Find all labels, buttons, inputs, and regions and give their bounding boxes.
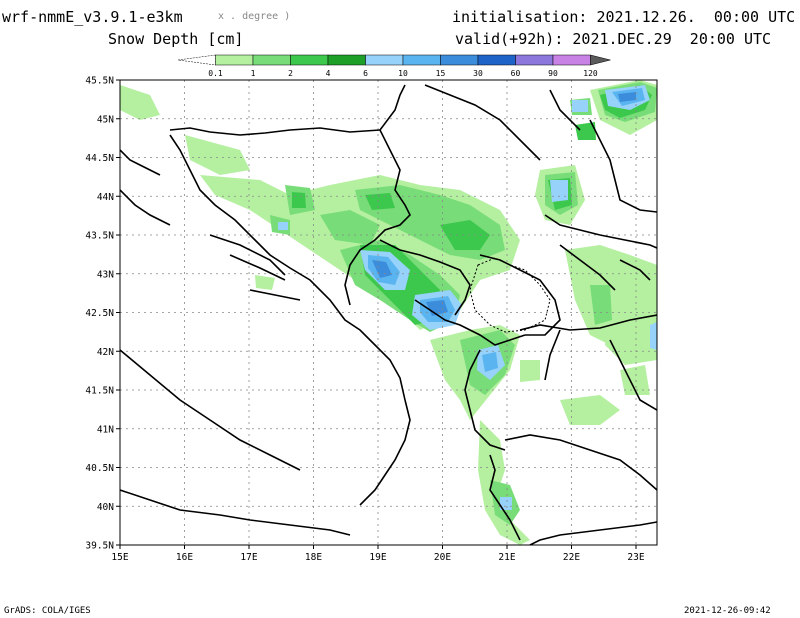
legend-box [515, 54, 554, 66]
legend-box [365, 54, 404, 66]
axis-labels: 45.5N 45N 44.5N 44N 43.5N 43N 42.5N 42N 41.5N 41N… [85, 76, 644, 564]
legend-label: 4 [326, 69, 331, 78]
legend-box [252, 54, 291, 66]
lon-label: 21E [498, 552, 515, 563]
legend-label: 30 [473, 69, 483, 78]
lat-label: 40N [97, 502, 114, 513]
legend-box [440, 54, 479, 66]
lat-label: 45.5N [85, 76, 114, 87]
legend-label: 0.1 [208, 69, 223, 78]
legend-box [477, 54, 516, 66]
legend-box [215, 54, 254, 66]
legend-label: 10 [398, 69, 408, 78]
lon-label: 20E [434, 552, 451, 563]
lat-label: 43N [97, 269, 114, 280]
legend-label: 15 [436, 69, 446, 78]
legend-label: 120 [583, 69, 598, 78]
lon-label: 15E [111, 552, 128, 563]
legend-box [290, 54, 329, 66]
legend-box [402, 54, 441, 66]
lat-label: 40.5N [85, 463, 114, 474]
legend-label: 2 [288, 69, 293, 78]
lat-label: 41N [97, 424, 114, 435]
lat-label: 44N [97, 192, 114, 203]
legend-label: 60 [511, 69, 521, 78]
lat-label: 43.5N [85, 231, 114, 242]
lat-label: 39.5N [85, 541, 114, 552]
snow-field-layer [120, 80, 657, 545]
lat-lon-grid [116, 79, 657, 549]
legend-label: 6 [363, 69, 368, 78]
lon-label: 17E [240, 552, 257, 563]
field-title: Snow Depth [cm] [108, 30, 244, 48]
lon-label: 16E [176, 552, 193, 563]
legend-box [177, 54, 216, 66]
plot-frame [119, 79, 658, 546]
init-time: initialisation: 2021.12.26. 00:00 UTC [452, 8, 796, 26]
lat-label: 45N [97, 114, 114, 125]
color-legend: 0.1 1 2 4 6 10 15 30 60 90 120 [177, 54, 611, 78]
legend-label: 1 [251, 69, 256, 78]
lat-label: 44.5N [85, 153, 114, 164]
model-name: wrf-nmmE_v3.9.1-e3km [2, 8, 183, 26]
footer-timestamp: 2021-12-26-09:42 [684, 606, 771, 616]
legend-box [327, 54, 366, 66]
lat-label: 42.5N [85, 308, 114, 319]
units-note: x . degree ) [218, 11, 291, 22]
coastlines-borders [120, 84, 657, 545]
legend-box [552, 54, 591, 66]
legend-label: 90 [548, 69, 558, 78]
lon-label: 18E [305, 552, 322, 563]
lon-label: 23E [627, 552, 644, 563]
lat-label: 42N [97, 347, 114, 358]
lat-label: 41.5N [85, 386, 114, 397]
legend-arrow [590, 54, 611, 66]
footer-grads: GrADS: COLA/IGES [4, 606, 91, 616]
lon-label: 22E [563, 552, 580, 563]
lon-label: 19E [369, 552, 386, 563]
valid-time: valid(+92h): 2021.DEC.29 20:00 UTC [455, 30, 772, 48]
